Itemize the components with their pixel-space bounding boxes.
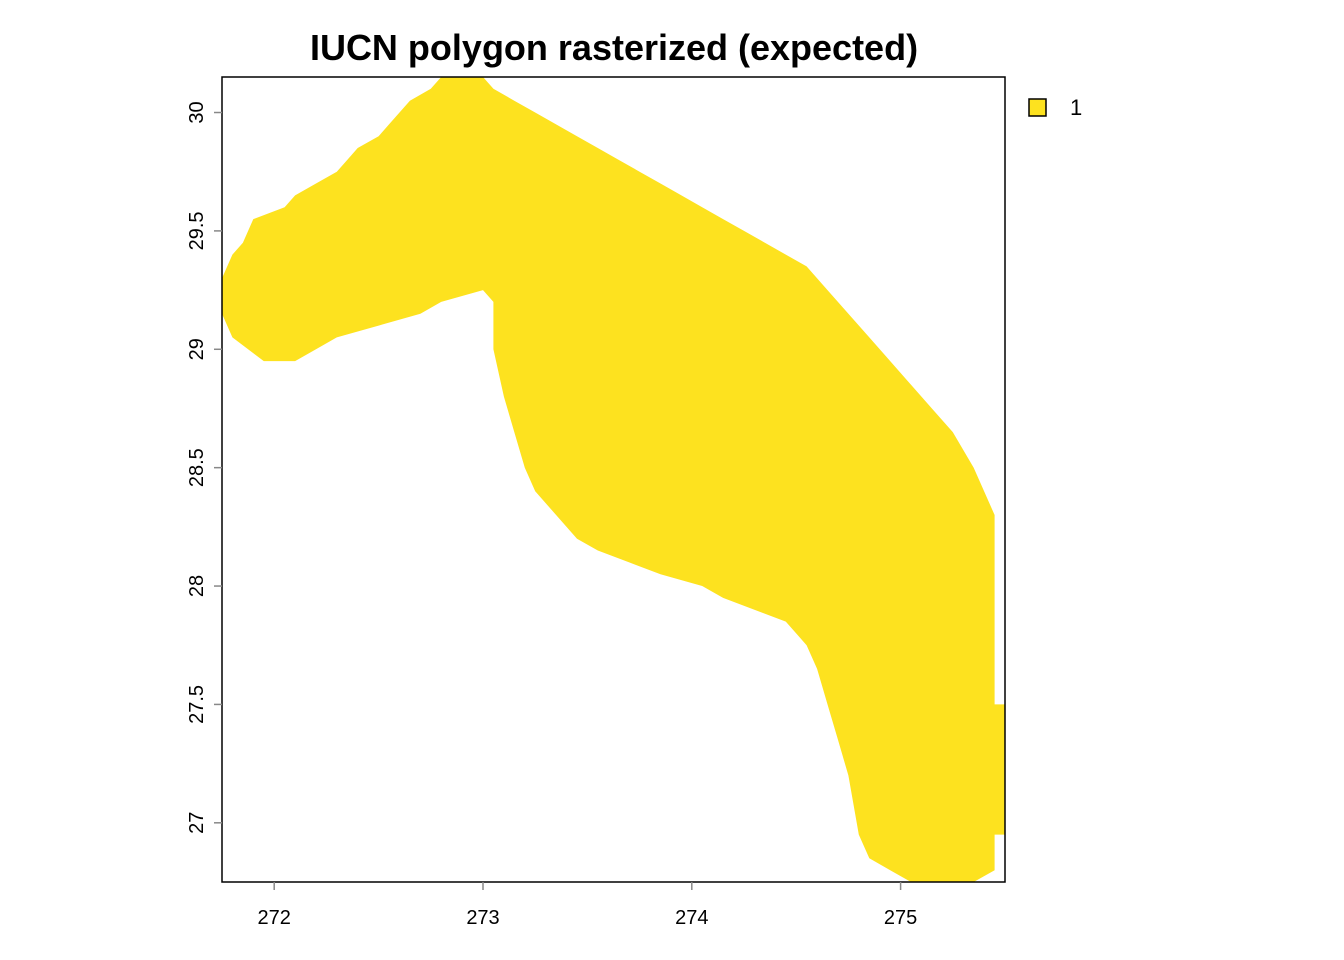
- x-tick-label: 274: [675, 907, 708, 929]
- y-axis: 27 27.5 28 28.5 29 29.5 30: [186, 101, 222, 834]
- chart-title: IUCN polygon rasterized (expected): [310, 27, 918, 68]
- y-tick-label: 30: [186, 101, 208, 123]
- y-tick-label: 29.5: [186, 211, 208, 250]
- x-tick-label: 273: [466, 907, 499, 929]
- y-tick-label: 28.5: [186, 448, 208, 487]
- y-tick-label: 27: [186, 812, 208, 834]
- raster-region: [222, 77, 1005, 882]
- x-axis: 272 273 274 275: [258, 882, 917, 929]
- plot-frame: [221, 76, 1006, 883]
- y-tick-label: 27.5: [186, 685, 208, 724]
- plot-area: [222, 77, 1005, 882]
- legend-label: 1: [1070, 95, 1082, 120]
- legend-swatch: [1028, 98, 1047, 117]
- legend: 1: [1028, 95, 1082, 120]
- y-tick-label: 29: [186, 338, 208, 360]
- y-tick-label: 28: [186, 575, 208, 597]
- x-tick-label: 275: [884, 907, 917, 929]
- x-tick-label: 272: [258, 907, 291, 929]
